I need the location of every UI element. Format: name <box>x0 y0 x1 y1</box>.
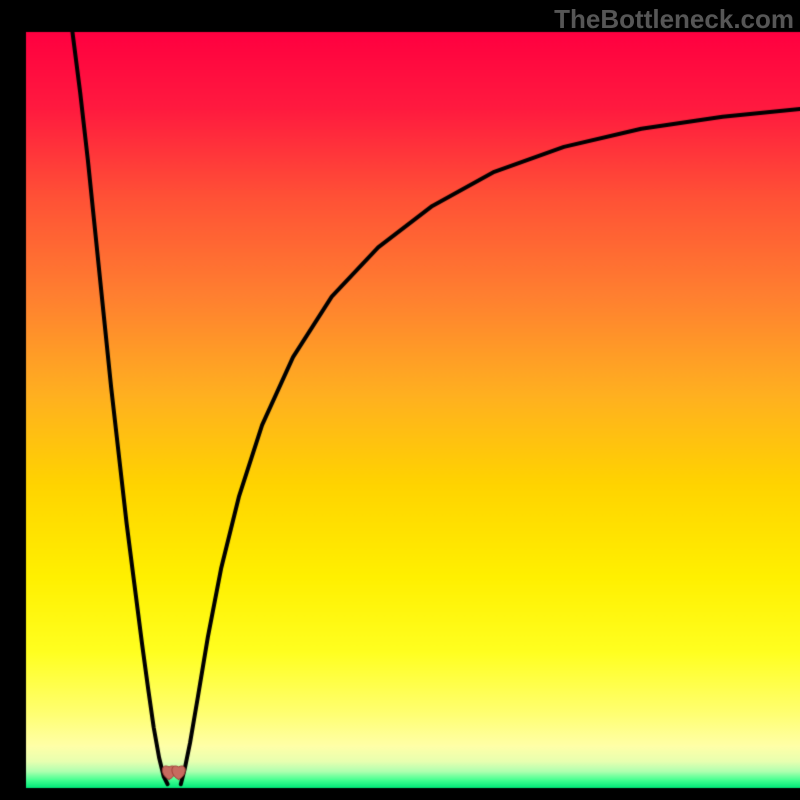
watermark-text: TheBottleneck.com <box>554 4 794 35</box>
bottleneck-chart-canvas <box>0 0 800 800</box>
chart-container: TheBottleneck.com <box>0 0 800 800</box>
